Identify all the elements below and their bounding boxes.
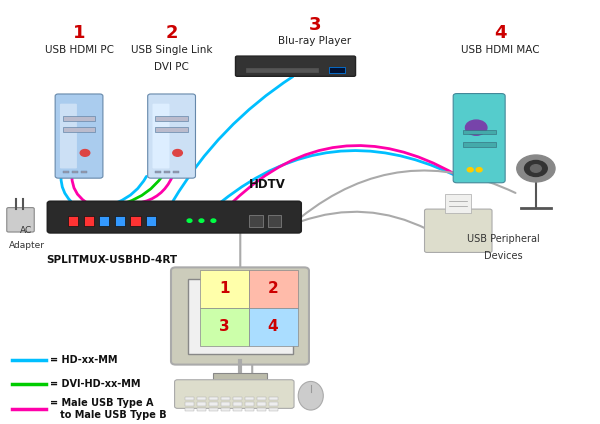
Text: HDTV: HDTV <box>249 178 286 191</box>
FancyBboxPatch shape <box>175 380 294 408</box>
Bar <box>268 215 281 227</box>
Bar <box>81 170 87 173</box>
FancyBboxPatch shape <box>235 56 356 76</box>
Text: = DVI-HD-xx-MM: = DVI-HD-xx-MM <box>50 379 141 389</box>
Bar <box>164 170 170 173</box>
Bar <box>329 67 346 73</box>
Bar <box>257 402 266 406</box>
Bar <box>155 116 188 121</box>
Bar <box>63 127 95 132</box>
Bar <box>185 407 194 411</box>
Circle shape <box>187 219 192 222</box>
Bar <box>246 68 318 72</box>
Text: 4: 4 <box>494 24 506 42</box>
Circle shape <box>173 150 182 156</box>
Bar <box>233 407 242 411</box>
FancyBboxPatch shape <box>60 103 77 168</box>
Circle shape <box>211 219 216 222</box>
Bar <box>209 396 218 400</box>
Bar <box>146 217 156 226</box>
FancyBboxPatch shape <box>55 94 103 178</box>
Bar <box>221 402 230 406</box>
Bar <box>233 402 242 406</box>
Text: AC: AC <box>20 226 32 235</box>
Bar <box>155 170 161 173</box>
Text: 1: 1 <box>73 24 85 42</box>
Bar <box>188 279 293 354</box>
Circle shape <box>476 167 482 172</box>
Bar <box>209 402 218 406</box>
Bar <box>257 407 266 411</box>
Bar <box>197 407 206 411</box>
Text: = Male USB Type A
   to Male USB Type B: = Male USB Type A to Male USB Type B <box>50 398 167 420</box>
Bar <box>155 127 188 132</box>
Bar <box>173 170 179 173</box>
Text: DVI PC: DVI PC <box>154 61 189 72</box>
Text: Blu-ray Player: Blu-ray Player <box>278 36 352 46</box>
Circle shape <box>517 155 555 182</box>
Ellipse shape <box>298 382 323 410</box>
Bar <box>248 308 298 346</box>
Text: USB Peripheral: USB Peripheral <box>467 234 539 244</box>
Circle shape <box>80 150 90 156</box>
Bar <box>68 217 79 226</box>
Bar <box>249 215 263 227</box>
Bar <box>100 217 109 226</box>
Text: 3: 3 <box>308 16 321 33</box>
Bar <box>130 217 140 226</box>
Text: Adapter: Adapter <box>8 241 44 250</box>
FancyBboxPatch shape <box>425 209 492 252</box>
FancyBboxPatch shape <box>7 208 34 232</box>
Bar <box>115 217 125 226</box>
Bar <box>445 194 472 213</box>
FancyBboxPatch shape <box>47 201 301 233</box>
Text: USB HDMI PC: USB HDMI PC <box>44 45 113 55</box>
Bar <box>63 116 95 121</box>
Bar <box>245 396 254 400</box>
Bar <box>233 396 242 400</box>
Text: 2: 2 <box>166 24 178 42</box>
Text: 3: 3 <box>219 319 229 334</box>
Bar <box>209 407 218 411</box>
Circle shape <box>467 167 473 172</box>
Text: = HD-xx-MM: = HD-xx-MM <box>50 355 118 365</box>
Text: 1: 1 <box>219 282 229 296</box>
Bar <box>200 270 248 308</box>
Text: Devices: Devices <box>484 251 523 261</box>
Bar <box>197 396 206 400</box>
Bar <box>245 402 254 406</box>
Bar <box>269 396 278 400</box>
Text: 2: 2 <box>268 282 278 296</box>
Bar <box>245 407 254 411</box>
Bar <box>185 396 194 400</box>
Bar <box>463 130 496 134</box>
Bar <box>197 402 206 406</box>
Bar <box>269 402 278 406</box>
Bar <box>84 217 94 226</box>
Bar <box>200 308 248 346</box>
FancyBboxPatch shape <box>171 268 309 365</box>
Circle shape <box>524 160 547 176</box>
Bar <box>63 170 69 173</box>
Bar <box>221 407 230 411</box>
Bar <box>463 142 496 147</box>
Bar <box>214 374 267 381</box>
Bar <box>269 407 278 411</box>
FancyBboxPatch shape <box>148 94 196 178</box>
Text: 4: 4 <box>268 319 278 334</box>
Text: USB HDMI MAC: USB HDMI MAC <box>461 45 539 55</box>
Bar <box>257 396 266 400</box>
FancyBboxPatch shape <box>152 103 170 168</box>
Bar <box>185 402 194 406</box>
FancyBboxPatch shape <box>453 94 505 183</box>
Circle shape <box>530 165 541 172</box>
Circle shape <box>466 120 487 135</box>
Bar <box>72 170 78 173</box>
Text: SPLITMUX-USBHD-4RT: SPLITMUX-USBHD-4RT <box>46 255 178 265</box>
Bar <box>221 396 230 400</box>
Bar <box>248 270 298 308</box>
Circle shape <box>199 219 204 222</box>
Text: USB Single Link: USB Single Link <box>131 45 212 55</box>
